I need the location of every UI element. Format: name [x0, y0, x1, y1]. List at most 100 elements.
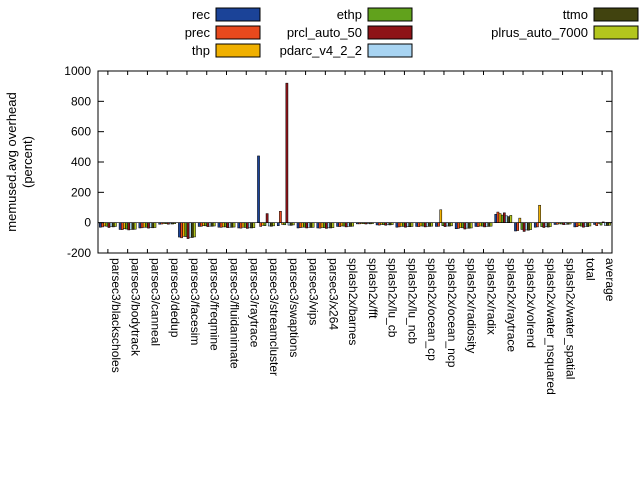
bar-plrus_auto_7000: [153, 222, 157, 228]
x-tick-label: splash2x/water_spatial: [564, 258, 578, 379]
bar-plrus_auto_7000: [529, 222, 532, 230]
x-tick-label: splash2x/radix: [485, 258, 499, 335]
bar-prec: [516, 222, 519, 231]
x-tick-label: parsec3/bodytrack: [129, 258, 143, 357]
bar-pdarc_v4_2_2: [465, 222, 469, 229]
x-tick-label: splash2x/lu_ncb: [405, 258, 419, 344]
bar-ethp: [402, 222, 405, 227]
bar-thp: [399, 222, 403, 227]
bar-thp: [478, 222, 482, 227]
legend-label-thp: thp: [192, 43, 210, 58]
bar-plrus_auto_7000: [410, 222, 414, 227]
bar-pdarc_v4_2_2: [445, 222, 449, 227]
bar-pdarc_v4_2_2: [544, 222, 548, 228]
x-tick-label: parsec3/streamcluster: [267, 258, 281, 376]
y-tick-label: 200: [71, 185, 91, 199]
bar-prcl_auto_50: [542, 222, 546, 228]
legend-label-ttmo: ttmo: [563, 7, 588, 22]
bar-thp: [182, 222, 186, 237]
bar-ttmo: [270, 222, 273, 227]
bar-ethp: [283, 222, 287, 226]
bar-pdarc_v4_2_2: [505, 215, 508, 223]
bar-prcl_auto_50: [305, 222, 308, 229]
bar-pdarc_v4_2_2: [524, 222, 528, 231]
bar-thp: [538, 204, 541, 223]
bar-ethp: [599, 222, 603, 226]
x-tick-label: splash2x/radiosity: [465, 258, 479, 353]
bar-rec: [316, 222, 320, 229]
bar-prec: [279, 211, 282, 223]
x-tick-label: parsec3/raytrace: [247, 258, 261, 348]
y-axis-label-line2: (percent): [20, 136, 35, 188]
bar-ethp: [125, 222, 128, 230]
x-tick-label: splash2x/fft: [366, 258, 380, 319]
bar-ethp: [481, 222, 484, 227]
bar-ethp: [145, 222, 148, 228]
bar-ttmo: [586, 222, 590, 227]
bar-prcl_auto_50: [186, 222, 190, 239]
x-tick-label: parsec3/blackscholes: [109, 258, 123, 373]
bar-ttmo: [131, 222, 135, 230]
bar-prcl_auto_50: [463, 222, 467, 230]
x-tick-label: parsec3/dedup: [168, 258, 182, 338]
x-tick-label: parsec3/vips: [307, 258, 321, 325]
bar-ethp: [579, 222, 583, 227]
x-tick-label: splash2x/ocean_ncp: [445, 258, 459, 368]
x-tick-label: parsec3/canneal: [148, 258, 162, 346]
bar-pdarc_v4_2_2: [386, 222, 390, 226]
bar-prcl_auto_50: [226, 222, 229, 228]
bar-prec: [496, 211, 500, 223]
bar-rec: [197, 222, 201, 227]
bar-prec: [200, 222, 203, 227]
x-tick-label: average: [603, 258, 617, 302]
bar-prec: [101, 222, 104, 228]
bar-plrus_auto_7000: [509, 215, 513, 223]
bar-prec: [180, 222, 183, 239]
bar-prcl_auto_50: [344, 222, 348, 228]
legend-swatch-ttmo: [593, 7, 639, 22]
bar-ttmo: [408, 222, 412, 228]
bar-ethp: [500, 214, 504, 223]
bars-group: [99, 82, 611, 239]
bar-prcl_auto_50: [325, 222, 328, 229]
bar-prcl_auto_50: [443, 222, 447, 227]
legend-label-plrus_auto_7000: plrus_auto_7000: [491, 25, 588, 40]
bar-rec: [395, 222, 399, 228]
bar-thp: [123, 222, 126, 229]
bar-thp: [419, 222, 423, 227]
legend-swatch-prcl_auto_50: [367, 25, 413, 40]
x-tick-label: splash2x/raytrace: [504, 258, 518, 352]
bar-rec: [217, 222, 221, 228]
bar-plrus_auto_7000: [469, 222, 473, 229]
x-tick-label: splash2x/ocean_cp: [425, 258, 439, 361]
bar-rec: [435, 222, 438, 227]
bar-thp: [439, 209, 443, 223]
bar-prcl_auto_50: [404, 222, 407, 228]
bar-rec: [178, 222, 181, 238]
bar-prcl_auto_50: [265, 213, 269, 223]
bar-prec: [298, 222, 302, 228]
bar-ttmo: [309, 222, 313, 228]
bar-prcl_auto_50: [285, 82, 289, 223]
bar-prcl_auto_50: [246, 222, 249, 229]
bar-prcl_auto_50: [147, 222, 150, 229]
bar-prec: [140, 222, 144, 229]
bar-pdarc_v4_2_2: [406, 222, 409, 227]
bar-rec: [514, 222, 517, 232]
bar-rec: [118, 222, 122, 230]
bar-ethp: [303, 222, 306, 228]
legend-swatch-ethp: [367, 7, 413, 22]
bar-plrus_auto_7000: [331, 222, 335, 228]
bar-prcl_auto_50: [423, 222, 427, 228]
bar-ethp: [224, 222, 227, 228]
bar-ethp: [441, 222, 445, 226]
bar-plrus_auto_7000: [450, 222, 453, 227]
bar-prec: [476, 222, 480, 227]
legend-swatch-plrus_auto_7000: [593, 25, 639, 40]
bar-plrus_auto_7000: [114, 222, 117, 227]
bar-pdarc_v4_2_2: [307, 222, 311, 228]
legend-swatch-prec: [215, 25, 261, 40]
bar-ethp: [540, 222, 544, 227]
bar-ttmo: [191, 222, 194, 238]
